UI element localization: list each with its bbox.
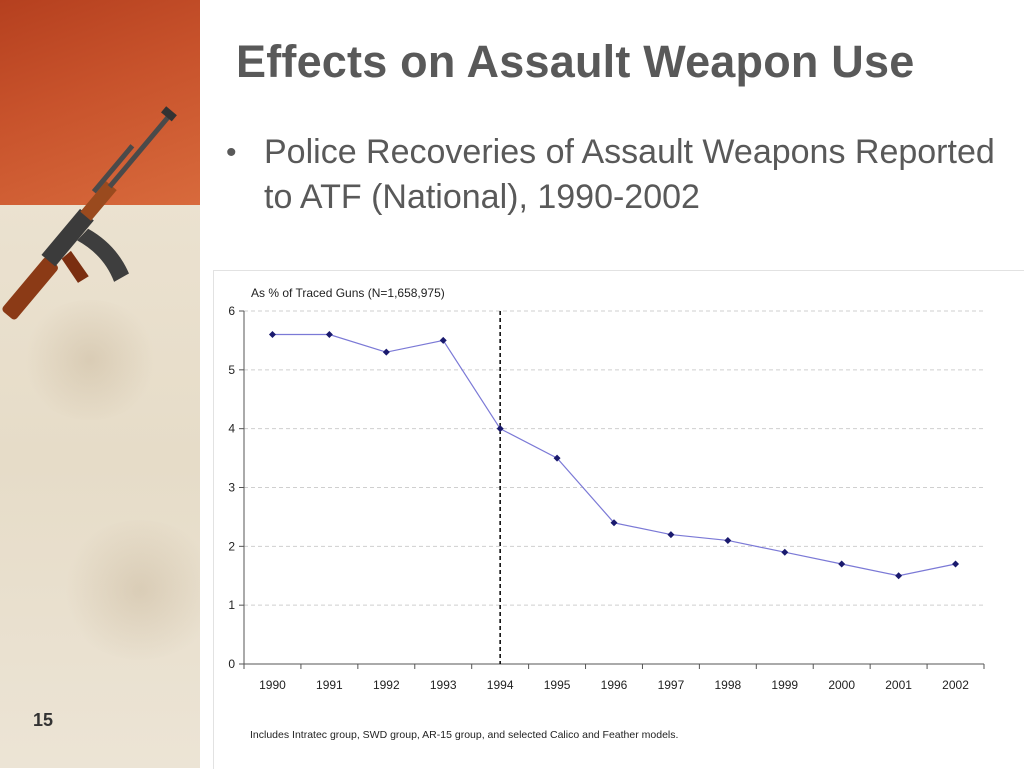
y-tick-label: 6 [228,304,235,318]
x-tick-label: 2002 [942,678,969,692]
rifle-magazine [77,228,129,282]
x-tick-label: 1996 [601,678,628,692]
x-tick-label: 1995 [544,678,571,692]
rifle-barrel [107,112,173,189]
bullet-point: • Police Recoveries of Assault Weapons R… [226,130,1006,220]
data-point [268,331,276,339]
slide-title: Effects on Assault Weapon Use [236,36,915,87]
y-tick-label: 4 [228,422,235,436]
line-chart: 0 1 2 3 4 5 6 1990 1991 1992 1993 1994 1995 1996 1997 1… [213,270,1024,769]
data-point [439,336,447,344]
red-background-band [0,0,200,205]
y-tick-label: 0 [228,657,235,671]
x-tick-label: 2001 [885,678,912,692]
decorative-side-panel [0,0,200,768]
rifle-stock [2,257,58,320]
data-point [553,454,561,462]
y-tick-label: 2 [228,539,235,553]
chart-title: As % of Traced Guns (N=1,658,975) [251,286,445,300]
x-tick-label: 1997 [658,678,685,692]
y-tick-label: 1 [228,598,235,612]
line-chart-svg: 0 1 2 3 4 5 6 1990 1991 1992 1993 1994 1995 1996 1997 1… [228,304,985,692]
x-tick-label: 1993 [430,678,457,692]
x-tick-label: 1998 [714,678,741,692]
chart-footnote: Includes Intratec group, SWD group, AR-1… [250,729,679,741]
bullet-marker: • [226,136,237,169]
rifle-gas-tube [91,144,135,194]
data-point [724,536,732,544]
data-point [781,548,789,556]
data-point [325,331,333,339]
texture-stain [60,520,200,660]
x-tick-label: 2000 [828,678,855,692]
series-line [272,333,956,577]
data-point [610,519,618,527]
data-point [382,348,390,356]
x-tick-label: 1991 [316,678,343,692]
texture-stain [20,300,160,420]
rifle-grip [61,250,89,283]
data-point [838,560,846,568]
x-tick-label: 1994 [487,678,514,692]
x-tick-label: 1999 [771,678,798,692]
data-point [952,560,960,568]
bullet-text: Police Recoveries of Assault Weapons Rep… [264,133,995,216]
slide-number: 15 [33,710,54,730]
rifle-receiver [41,208,94,267]
rifle-icon [2,106,177,320]
y-tick-label: 5 [228,363,235,377]
rifle-handguard [80,181,117,221]
rifle-front-sight [161,106,177,122]
data-point [496,425,504,433]
data-point [895,572,903,580]
data-point [667,531,675,539]
y-tick-label: 3 [228,481,235,495]
x-tick-label: 1990 [259,678,286,692]
x-tick-label: 1992 [373,678,400,692]
